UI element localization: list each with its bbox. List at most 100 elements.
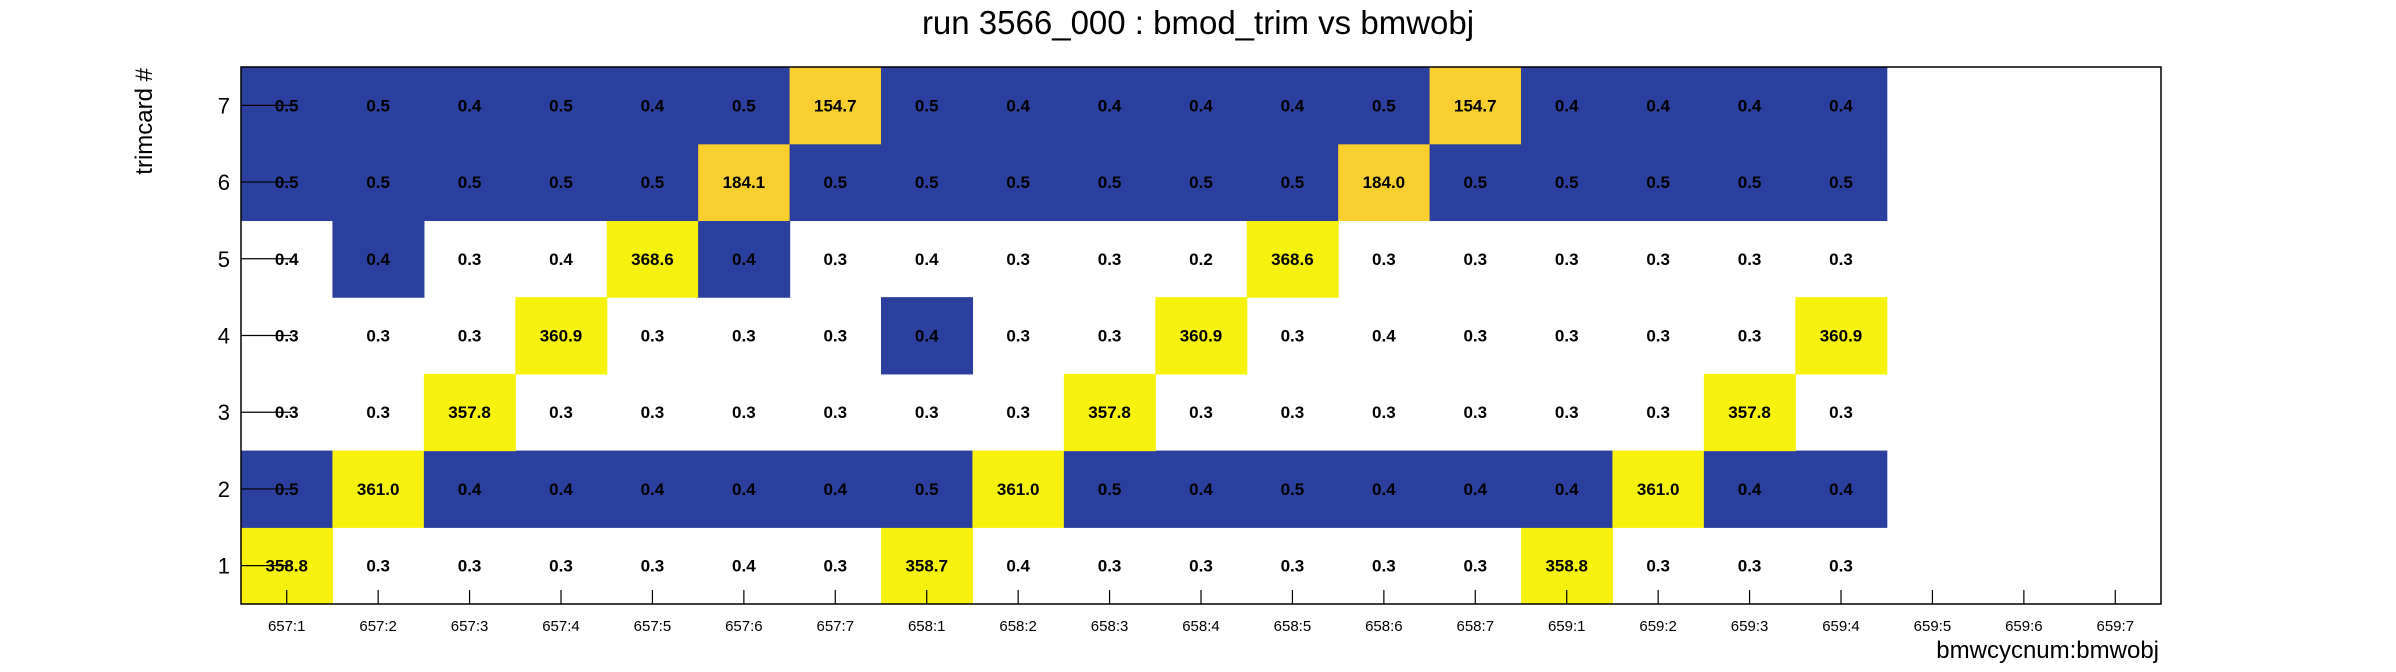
cell-value-label: 0.5 (366, 173, 390, 192)
heatmap-cell (698, 220, 791, 298)
x-tick-label: 657:5 (634, 618, 672, 635)
cell-value-label: 0.4 (458, 480, 482, 499)
cell-value-label: 0.4 (366, 250, 390, 269)
cell-value-label: 184.0 (1363, 173, 1406, 192)
cell-value-label: 0.3 (641, 403, 665, 422)
heatmap-cell (1063, 373, 1156, 452)
y-tick-label: 6 (218, 170, 230, 195)
cell-value-label: 0.5 (1372, 96, 1396, 115)
x-tick-label: 657:6 (725, 618, 763, 635)
cell-value-label: 0.4 (458, 96, 482, 115)
cell-value-label: 0.4 (549, 250, 573, 269)
heatmap-cell (1703, 450, 1796, 528)
x-tick-label: 659:5 (1914, 618, 1952, 635)
heatmap-cell (698, 67, 791, 145)
cell-value-label: 0.3 (823, 327, 847, 346)
cell-value-label: 0.3 (458, 327, 482, 346)
cell-value-label: 0.3 (1463, 327, 1487, 346)
x-tick-label: 658:2 (999, 618, 1037, 635)
heatmap-cell (1429, 450, 1522, 528)
x-tick-label: 659:3 (1731, 618, 1769, 635)
heatmap-cell (1521, 450, 1614, 528)
cell-value-label: 0.4 (1006, 96, 1030, 115)
cell-value-label: 0.3 (1646, 250, 1670, 269)
cell-value-label: 360.9 (1820, 327, 1863, 346)
cell-value-label: 0.4 (549, 480, 573, 499)
cell-value-label: 0.4 (1006, 557, 1030, 576)
cell-value-label: 358.7 (905, 557, 948, 576)
heatmap-cell (1246, 450, 1339, 528)
cell-value-label: 0.4 (1281, 96, 1305, 115)
heatmap-cell (972, 67, 1065, 145)
heatmap-cell (423, 450, 516, 528)
cell-value-label: 0.3 (1463, 557, 1487, 576)
cell-value-label: 0.4 (732, 480, 756, 499)
cell-value-label: 0.5 (549, 173, 573, 192)
cell-value-label: 358.8 (1545, 557, 1588, 576)
heatmap-cell (881, 450, 974, 528)
cell-value-label: 0.5 (641, 173, 665, 192)
heatmap-cell (1063, 450, 1156, 528)
cell-value-label: 361.0 (357, 480, 400, 499)
cell-value-label: 0.5 (823, 173, 847, 192)
heatmap-cell (332, 143, 425, 222)
y-tick-label: 5 (218, 247, 230, 272)
cell-value-label: 0.3 (1006, 403, 1030, 422)
cell-value-label: 0.3 (1738, 557, 1762, 576)
cell-value-label: 0.3 (1555, 403, 1579, 422)
cell-value-label: 357.8 (448, 403, 491, 422)
heatmap-cell (423, 67, 516, 145)
x-tick-label: 659:1 (1548, 618, 1586, 635)
x-tick-label: 659:6 (2005, 618, 2043, 635)
cell-value-label: 0.4 (641, 96, 665, 115)
cell-value-label: 0.3 (1463, 403, 1487, 422)
cell-value-label: 0.5 (1281, 480, 1305, 499)
cell-value-label: 0.3 (1281, 557, 1305, 576)
cell-value-label: 0.4 (915, 250, 939, 269)
cell-value-label: 0.3 (641, 327, 665, 346)
cell-value-label: 0.3 (1189, 403, 1213, 422)
cell-value-label: 0.4 (1829, 480, 1853, 499)
heatmap-cell (789, 450, 882, 528)
cell-value-label: 0.4 (732, 250, 756, 269)
heatmap-cell-labels: 358.8 0.3 0.3 0.3 0.3 0.4 0.3 358.7 0.4 0.3 0.3 0.3… (265, 96, 1862, 575)
heatmap-cell (1063, 67, 1156, 145)
x-tick-label: 657:2 (359, 618, 397, 635)
x-tick-label: 658:3 (1091, 618, 1129, 635)
heatmap-cell (1703, 143, 1796, 222)
cell-value-label: 0.4 (641, 480, 665, 499)
heatmap-cell (1246, 143, 1339, 222)
cell-value-label: 0.4 (1463, 480, 1487, 499)
heatmap-cell (332, 220, 425, 298)
cell-value-label: 0.3 (1738, 327, 1762, 346)
cell-value-label: 0.5 (366, 96, 390, 115)
cell-value-label: 0.5 (1281, 173, 1305, 192)
heatmap-cell (1521, 67, 1614, 145)
cell-value-label: 0.3 (1738, 250, 1762, 269)
cell-value-label: 0.3 (1646, 557, 1670, 576)
heatmap-cell (1246, 67, 1339, 145)
heatmap-cell (1338, 67, 1431, 145)
cell-value-label: 0.4 (915, 327, 939, 346)
cell-value-label: 0.3 (1829, 403, 1853, 422)
cell-value-label: 0.3 (1372, 250, 1396, 269)
heatmap-cell (881, 67, 974, 145)
heatmap-cell (698, 143, 791, 222)
heatmap-cell (1795, 143, 1888, 222)
x-axis-ticks: 657:1 657:2 657:3 657:4 657:5 657:6 657:7 658:1… (268, 590, 2134, 635)
heatmap-cell (1338, 450, 1431, 528)
heatmap-cell (1155, 450, 1248, 528)
cell-value-label: 360.9 (540, 327, 583, 346)
cell-value-label: 0.3 (1829, 250, 1853, 269)
heatmap-cell (1155, 297, 1248, 375)
heatmap-cell (332, 450, 425, 528)
cell-value-label: 0.3 (1281, 327, 1305, 346)
cell-value-label: 0.3 (458, 250, 482, 269)
y-tick-label: 3 (218, 400, 230, 425)
heatmap-cell (1795, 67, 1888, 145)
x-tick-label: 658:5 (1274, 618, 1312, 635)
x-tick-label: 658:6 (1365, 618, 1403, 635)
heatmap-cell (1155, 143, 1248, 222)
cell-value-label: 0.4 (1098, 96, 1122, 115)
